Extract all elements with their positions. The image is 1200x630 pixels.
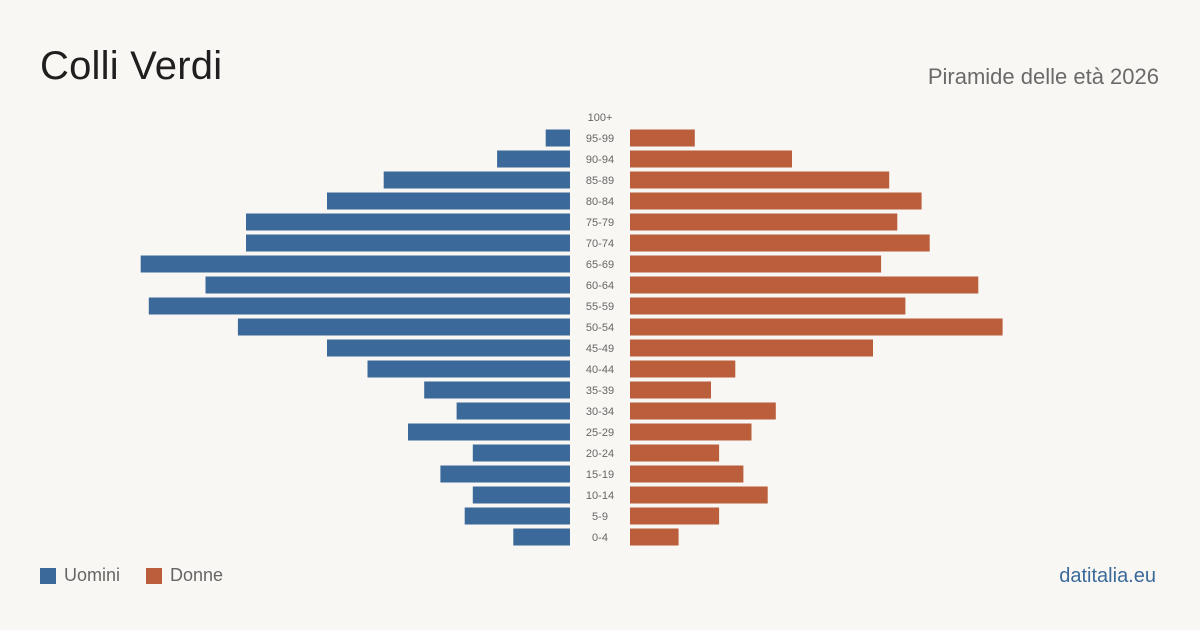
- age-group-label: 65-69: [586, 259, 614, 271]
- bar-women-90-94: [630, 150, 792, 168]
- age-group-label: 85-89: [586, 175, 614, 187]
- age-group-label: 25-29: [586, 427, 614, 439]
- age-group-label: 80-84: [586, 196, 614, 208]
- bar-men-55-59: [148, 297, 571, 315]
- bar-men-35-39: [424, 381, 570, 399]
- bar-women-80-84: [630, 192, 922, 210]
- legend-swatch-men: [40, 567, 56, 584]
- chart-subtitle: Piramide delle età 2026: [927, 64, 1159, 89]
- age-group-label: 60-64: [586, 280, 614, 292]
- page-title: Colli Verdi: [40, 44, 223, 88]
- legend-item-men: Uomini: [40, 565, 120, 586]
- legend-label-women: Donne: [170, 565, 224, 585]
- bar-men-15-19: [440, 465, 570, 483]
- bar-men-85-89: [383, 171, 570, 189]
- age-group-label: 50-54: [586, 322, 614, 334]
- bar-women-30-34: [630, 402, 776, 420]
- legend: Uomini Donne: [40, 565, 249, 586]
- age-group-label: 95-99: [586, 133, 614, 145]
- bar-men-5-9: [464, 507, 570, 525]
- bar-women-20-24: [630, 444, 720, 462]
- bar-men-45-49: [327, 339, 570, 357]
- age-group-label: 15-19: [586, 469, 614, 481]
- age-group-label: 40-44: [586, 364, 614, 376]
- age-group-label: 30-34: [586, 406, 614, 418]
- legend-item-women: Donne: [146, 565, 223, 586]
- bar-men-70-74: [246, 234, 570, 252]
- bar-men-40-44: [367, 360, 570, 378]
- bar-men-30-34: [456, 402, 570, 420]
- bar-men-60-64: [205, 276, 570, 294]
- bar-women-50-54: [630, 318, 1003, 336]
- bar-men-65-69: [140, 255, 570, 273]
- age-group-label: 45-49: [586, 343, 614, 355]
- bar-men-50-54: [237, 318, 570, 336]
- bar-women-0-4: [630, 528, 679, 546]
- legend-swatch-women: [146, 567, 163, 584]
- bar-men-95-99: [545, 129, 570, 147]
- bar-women-40-44: [630, 360, 736, 378]
- age-group-label: 70-74: [586, 238, 614, 250]
- bar-men-90-94: [497, 150, 570, 168]
- bar-women-25-29: [630, 423, 752, 441]
- bar-women-10-14: [630, 486, 768, 504]
- age-group-label: 90-94: [586, 154, 614, 166]
- bar-women-45-49: [630, 339, 873, 357]
- bar-women-85-89: [630, 171, 890, 189]
- age-group-label: 20-24: [586, 448, 614, 460]
- age-group-label: 35-39: [586, 385, 614, 397]
- bar-men-25-29: [408, 423, 570, 441]
- age-group-label: 55-59: [586, 301, 614, 313]
- bar-men-20-24: [472, 444, 570, 462]
- bar-women-95-99: [630, 129, 695, 147]
- bar-women-75-79: [630, 213, 898, 231]
- age-group-label: 100+: [588, 112, 613, 124]
- bar-men-80-84: [327, 192, 570, 210]
- legend-label-men: Uomini: [64, 565, 121, 585]
- bar-men-0-4: [513, 528, 570, 546]
- age-group-label: 5-9: [592, 511, 608, 523]
- source-link[interactable]: datitalia.eu: [1059, 565, 1156, 587]
- bar-women-55-59: [630, 297, 906, 315]
- bar-women-70-74: [630, 234, 930, 252]
- bar-women-5-9: [630, 507, 720, 525]
- bar-women-60-64: [630, 276, 979, 294]
- age-group-label: 75-79: [586, 217, 614, 229]
- bar-women-65-69: [630, 255, 882, 273]
- bar-women-35-39: [630, 381, 711, 399]
- bar-men-75-79: [246, 213, 570, 231]
- bar-women-15-19: [630, 465, 744, 483]
- age-group-label: 10-14: [586, 490, 614, 502]
- bar-men-10-14: [472, 486, 570, 504]
- age-group-label: 0-4: [592, 532, 608, 544]
